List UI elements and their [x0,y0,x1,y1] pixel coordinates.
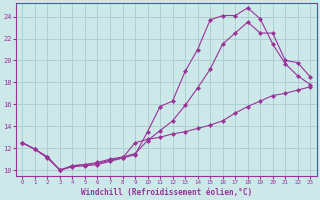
X-axis label: Windchill (Refroidissement éolien,°C): Windchill (Refroidissement éolien,°C) [81,188,252,197]
